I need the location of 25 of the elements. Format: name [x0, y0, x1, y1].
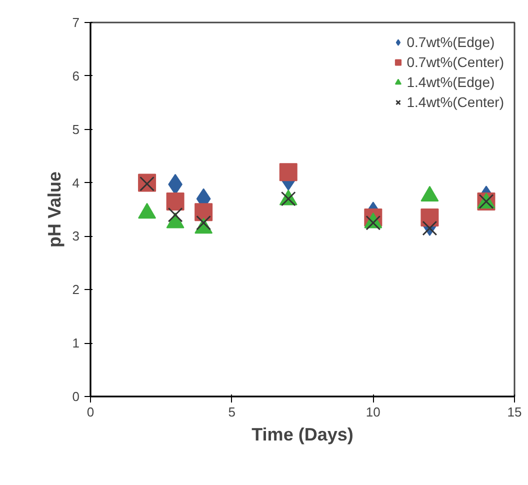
legend-label: 0.7wt%(Center)	[406, 54, 504, 70]
y-tick-label: 6	[72, 68, 80, 84]
x-tick-label: 0	[86, 404, 94, 420]
legend-label: 1.4wt%(Edge)	[406, 74, 495, 90]
y-tick-label: 1	[72, 336, 80, 351]
point	[422, 220, 438, 236]
x-tick-label: 5	[228, 404, 236, 420]
point	[420, 208, 439, 227]
legend-label: 1.4wt%(Center)	[406, 94, 504, 110]
point	[279, 163, 298, 182]
point	[196, 215, 212, 230]
y-tick-label: 0	[72, 389, 80, 404]
x-tick-label: 10	[366, 404, 380, 420]
y-tick-label: 4	[72, 175, 80, 190]
point	[194, 203, 213, 222]
point	[168, 207, 183, 222]
y-tick-label: 5	[72, 122, 80, 137]
x-axis-title: Time (Days)	[252, 424, 354, 444]
y-tick-label: 3	[72, 228, 80, 244]
y-axis-title: pH Value	[44, 171, 64, 248]
legend-label: 0.7wt%(Edge)	[406, 34, 495, 50]
point	[166, 192, 184, 210]
y-tick-label: 7	[72, 15, 80, 30]
x-tick-label: 15	[507, 404, 522, 420]
y-tick-label: 2	[72, 282, 80, 298]
